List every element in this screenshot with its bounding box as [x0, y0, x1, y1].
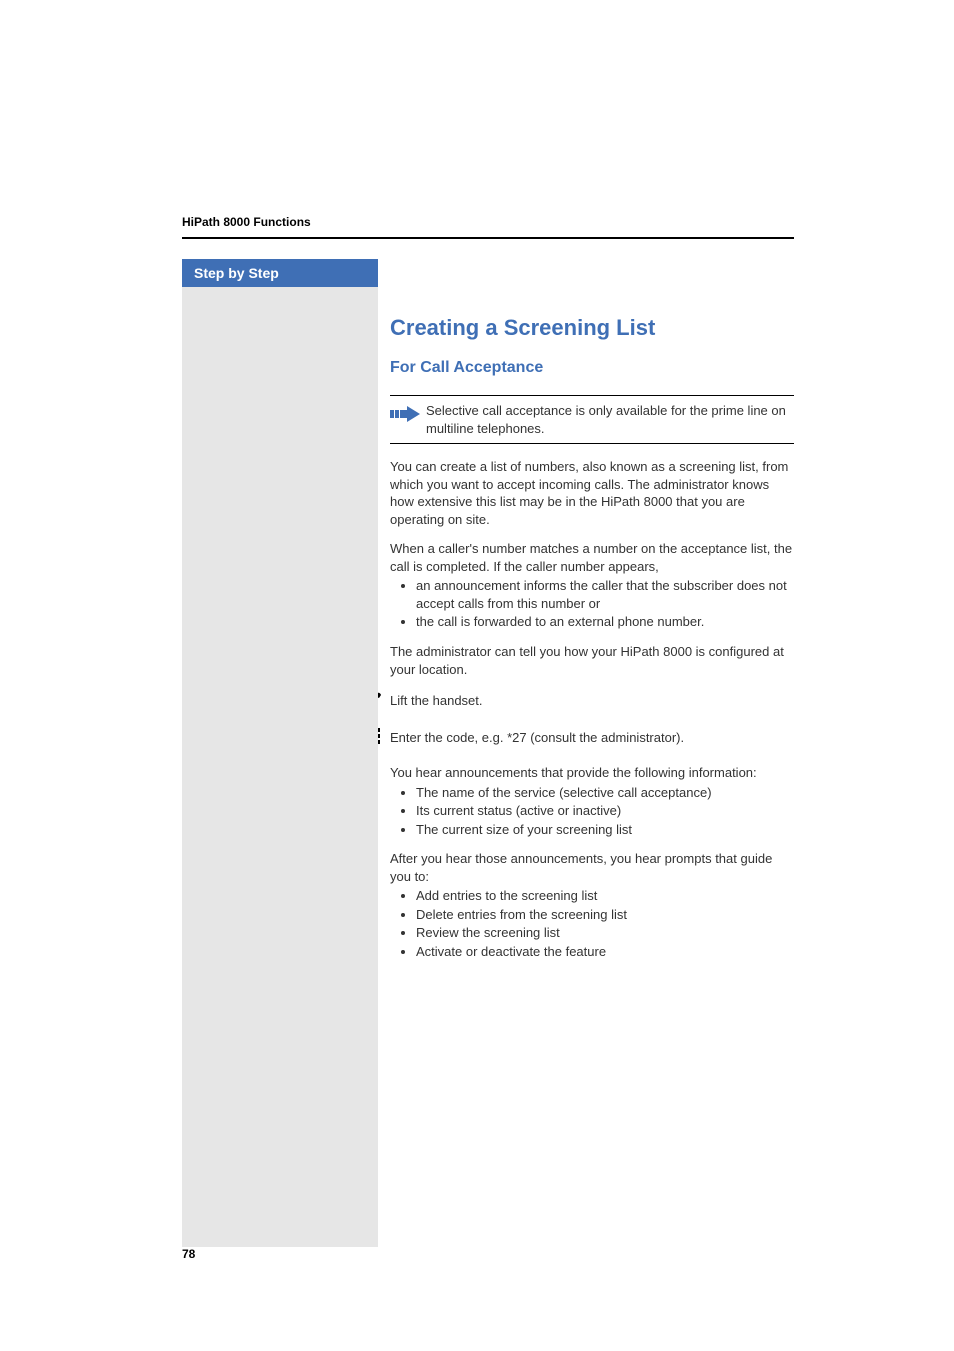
note-arrow-icon: [390, 402, 426, 424]
note-box: Selective call acceptance is only availa…: [390, 395, 794, 444]
list-item: Review the screening list: [416, 924, 794, 942]
heading-1: Creating a Screening List: [390, 315, 794, 341]
paragraph-5-intro: After you hear those announcements, you …: [390, 850, 794, 885]
list-item: the call is forwarded to an external pho…: [416, 613, 794, 631]
header-rule: [182, 237, 794, 239]
paragraph-4-intro: You hear announcements that provide the …: [390, 764, 794, 782]
header-section-label: HiPath 8000 Functions: [182, 215, 794, 229]
action-text: Lift the handset.: [390, 690, 794, 710]
step-by-step-title: Step by Step: [182, 259, 378, 287]
sidebar-column: [182, 287, 378, 1247]
list-item: The current size of your screening list: [416, 821, 794, 839]
list-item: Activate or deactivate the feature: [416, 943, 794, 961]
list-item: Delete entries from the screening list: [416, 906, 794, 924]
list-when-caller: an announcement informs the caller that …: [390, 577, 794, 631]
list-item: an announcement informs the caller that …: [416, 577, 794, 612]
content-column: Creating a Screening List For Call Accep…: [378, 287, 794, 1247]
action-lift-handset: Lift the handset.: [356, 690, 794, 715]
list-item: Add entries to the screening list: [416, 887, 794, 905]
page-number: 78: [182, 1247, 195, 1261]
note-text: Selective call acceptance is only availa…: [426, 402, 794, 437]
heading-2: For Call Acceptance: [390, 359, 794, 377]
list-item: The name of the service (selective call …: [416, 784, 794, 802]
action-enter-code: Enter the code, e.g. *27 (consult the ad…: [356, 727, 794, 752]
list-prompts: Add entries to the screening list Delete…: [390, 887, 794, 960]
paragraph-2-intro: When a caller's number matches a number …: [390, 540, 794, 575]
paragraph-1: You can create a list of numbers, also k…: [390, 458, 794, 528]
paragraph-3: The administrator can tell you how your …: [390, 643, 794, 678]
list-announcements: The name of the service (selective call …: [390, 784, 794, 839]
list-item: Its current status (active or inactive): [416, 802, 794, 820]
action-text: Enter the code, e.g. *27 (consult the ad…: [390, 727, 794, 747]
